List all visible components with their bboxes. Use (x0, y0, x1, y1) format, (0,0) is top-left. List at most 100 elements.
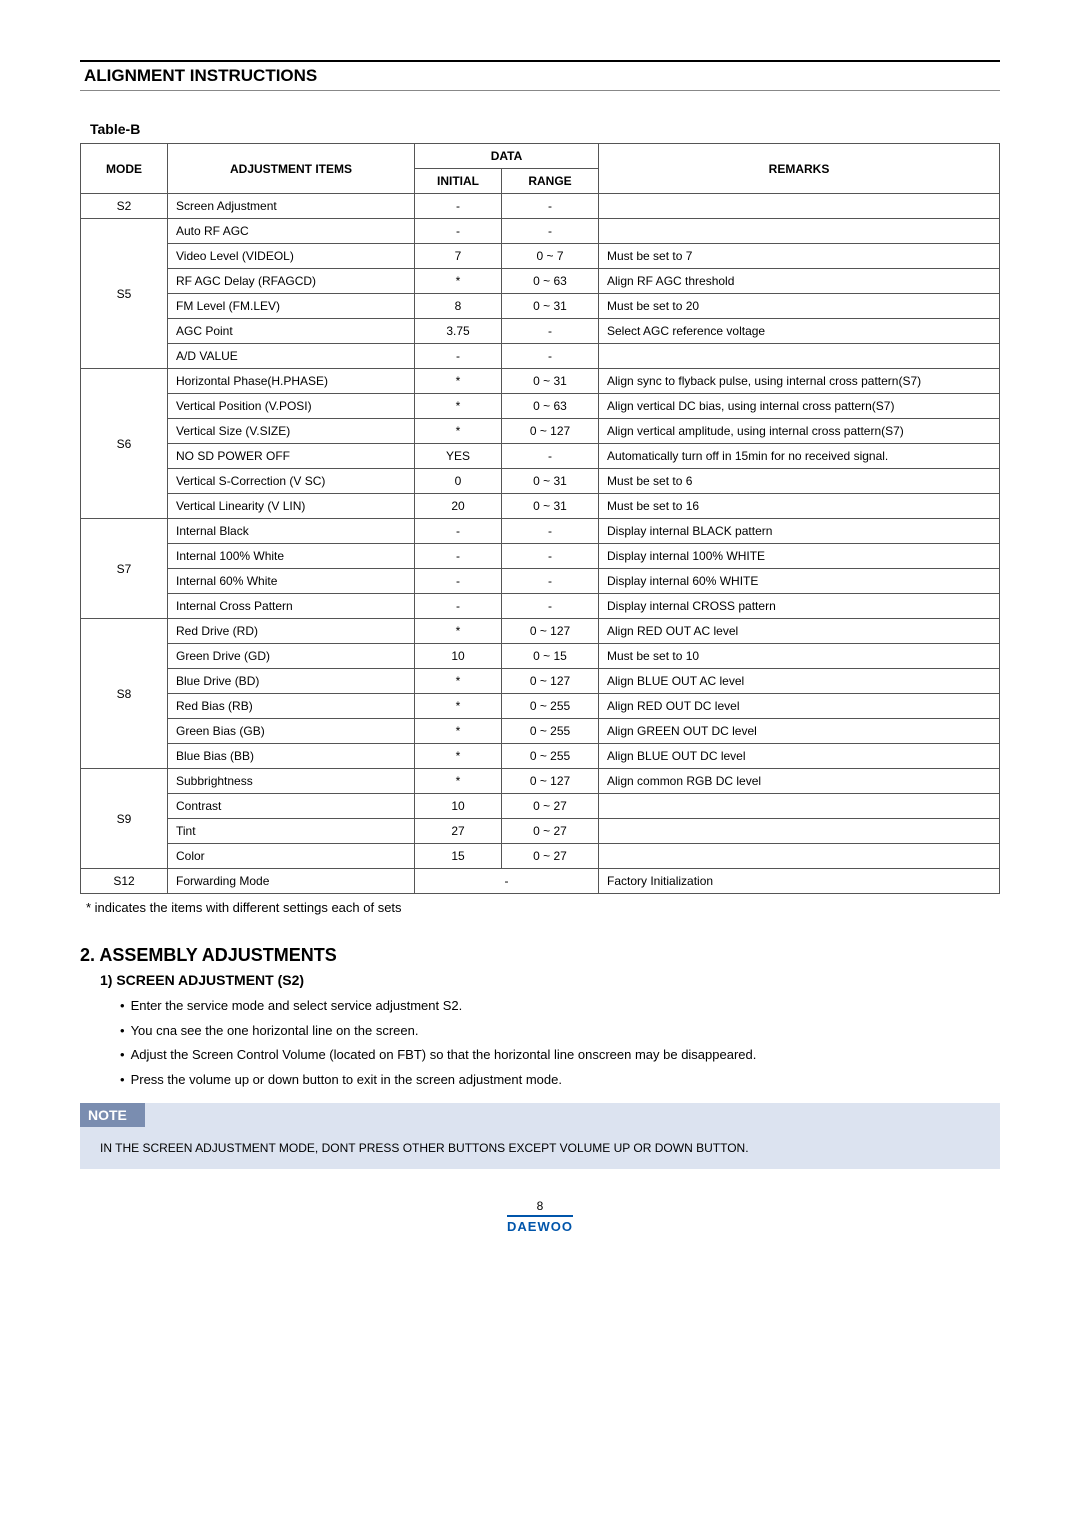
cell-initial: * (415, 744, 502, 769)
cell-adj: Horizontal Phase(H.PHASE) (168, 369, 415, 394)
bullet-item: •You cna see the one horizontal line on … (120, 1019, 1000, 1044)
cell-adj: Red Bias (RB) (168, 694, 415, 719)
footer: 8 DAEWOO (80, 1199, 1000, 1234)
bullet-text: Press the volume up or down button to ex… (131, 1068, 562, 1093)
bullets: •Enter the service mode and select servi… (120, 994, 1000, 1093)
cell-remarks: Automatically turn off in 15min for no r… (599, 444, 1000, 469)
th-mode: MODE (81, 144, 168, 194)
table-row: Red Bias (RB)*0 ~ 255Align RED OUT DC le… (81, 694, 1000, 719)
bullet-dot: • (120, 1019, 125, 1044)
cell-adj: Internal Black (168, 519, 415, 544)
bullet-dot: • (120, 994, 125, 1019)
cell-initial: 7 (415, 244, 502, 269)
cell-initial: 0 (415, 469, 502, 494)
assembly-sub: 1) SCREEN ADJUSTMENT (S2) (100, 972, 1000, 988)
cell-adj: Red Drive (RD) (168, 619, 415, 644)
table-row: Color150 ~ 27 (81, 844, 1000, 869)
table-row: Tint270 ~ 27 (81, 819, 1000, 844)
cell-range: - (502, 569, 599, 594)
cell-adj: Auto RF AGC (168, 219, 415, 244)
cell-range: - (502, 519, 599, 544)
cell-remarks: Must be set to 6 (599, 469, 1000, 494)
table-row: Vertical Position (V.POSI)*0 ~ 63Align v… (81, 394, 1000, 419)
th-remarks: REMARKS (599, 144, 1000, 194)
th-range: RANGE (502, 169, 599, 194)
cell-range: 0 ~ 255 (502, 744, 599, 769)
note-box: NOTE IN THE SCREEN ADJUSTMENT MODE, DONT… (80, 1103, 1000, 1169)
section-title: ALIGNMENT INSTRUCTIONS (80, 66, 1000, 86)
th-data: DATA (415, 144, 599, 169)
cell-adj: Green Drive (GD) (168, 644, 415, 669)
cell-initial: - (415, 219, 502, 244)
cell-mode: S2 (81, 194, 168, 219)
table-row: S12Forwarding Mode-Factory Initializatio… (81, 869, 1000, 894)
cell-range: 0 ~ 127 (502, 419, 599, 444)
cell-remarks (599, 194, 1000, 219)
bullet-item: •Enter the service mode and select servi… (120, 994, 1000, 1019)
cell-initial: * (415, 269, 502, 294)
cell-range: 0 ~ 27 (502, 819, 599, 844)
cell-remarks: Display internal 60% WHITE (599, 569, 1000, 594)
cell-remarks (599, 344, 1000, 369)
cell-initial: - (415, 544, 502, 569)
cell-remarks: Must be set to 16 (599, 494, 1000, 519)
cell-remarks: Align vertical amplitude, using internal… (599, 419, 1000, 444)
cell-remarks (599, 794, 1000, 819)
cell-adj: Vertical Position (V.POSI) (168, 394, 415, 419)
table-row: S9Subbrightness*0 ~ 127Align common RGB … (81, 769, 1000, 794)
table-label: Table-B (90, 121, 1000, 137)
cell-range: 0 ~ 31 (502, 494, 599, 519)
bullet-text: Adjust the Screen Control Volume (locate… (131, 1043, 757, 1068)
cell-remarks: Align BLUE OUT DC level (599, 744, 1000, 769)
section-header: ALIGNMENT INSTRUCTIONS (80, 60, 1000, 91)
cell-range: - (502, 444, 599, 469)
note-content: IN THE SCREEN ADJUSTMENT MODE, DONT PRES… (80, 1127, 1000, 1169)
footnote: * indicates the items with different set… (86, 900, 1000, 915)
adjustment-table: MODE ADJUSTMENT ITEMS DATA REMARKS INITI… (80, 143, 1000, 894)
cell-remarks (599, 219, 1000, 244)
cell-initial: * (415, 669, 502, 694)
table-row: Internal Cross Pattern--Display internal… (81, 594, 1000, 619)
table-row: Internal 100% White--Display internal 10… (81, 544, 1000, 569)
cell-remarks: Display internal BLACK pattern (599, 519, 1000, 544)
cell-remarks: Align common RGB DC level (599, 769, 1000, 794)
cell-initial: 27 (415, 819, 502, 844)
cell-adj: Internal Cross Pattern (168, 594, 415, 619)
cell-range: 0 ~ 27 (502, 794, 599, 819)
cell-initial: 20 (415, 494, 502, 519)
table-row: AGC Point3.75-Select AGC reference volta… (81, 319, 1000, 344)
th-adj: ADJUSTMENT ITEMS (168, 144, 415, 194)
cell-range: 0 ~ 255 (502, 719, 599, 744)
cell-range: 0 ~ 127 (502, 769, 599, 794)
cell-initial: 10 (415, 644, 502, 669)
table-row: RF AGC Delay (RFAGCD)*0 ~ 63Align RF AGC… (81, 269, 1000, 294)
bullet-text: You cna see the one horizontal line on t… (131, 1019, 419, 1044)
cell-remarks: Must be set to 10 (599, 644, 1000, 669)
cell-remarks: Align vertical DC bias, using internal c… (599, 394, 1000, 419)
bullet-dot: • (120, 1068, 125, 1093)
cell-adj: Vertical Size (V.SIZE) (168, 419, 415, 444)
bullet-text: Enter the service mode and select servic… (131, 994, 463, 1019)
brand: DAEWOO (507, 1219, 573, 1234)
cell-initial: 8 (415, 294, 502, 319)
assembly-title: 2. ASSEMBLY ADJUSTMENTS (80, 945, 1000, 966)
table-row: Blue Bias (BB)*0 ~ 255Align BLUE OUT DC … (81, 744, 1000, 769)
cell-adj: Blue Bias (BB) (168, 744, 415, 769)
table-row: NO SD POWER OFFYES-Automatically turn of… (81, 444, 1000, 469)
cell-initial: - (415, 594, 502, 619)
cell-initial: * (415, 369, 502, 394)
cell-initial: - (415, 344, 502, 369)
table-row: Vertical Linearity (V LIN)200 ~ 31Must b… (81, 494, 1000, 519)
cell-adj: RF AGC Delay (RFAGCD) (168, 269, 415, 294)
cell-adj: AGC Point (168, 319, 415, 344)
cell-remarks: Must be set to 20 (599, 294, 1000, 319)
cell-remarks: Display internal 100% WHITE (599, 544, 1000, 569)
cell-range: - (502, 194, 599, 219)
table-row: Video Level (VIDEOL)70 ~ 7Must be set to… (81, 244, 1000, 269)
cell-range: 0 ~ 31 (502, 469, 599, 494)
note-label: NOTE (80, 1103, 145, 1127)
cell-remarks: Select AGC reference voltage (599, 319, 1000, 344)
cell-range: 0 ~ 15 (502, 644, 599, 669)
table-row: Contrast100 ~ 27 (81, 794, 1000, 819)
cell-range: 0 ~ 31 (502, 294, 599, 319)
